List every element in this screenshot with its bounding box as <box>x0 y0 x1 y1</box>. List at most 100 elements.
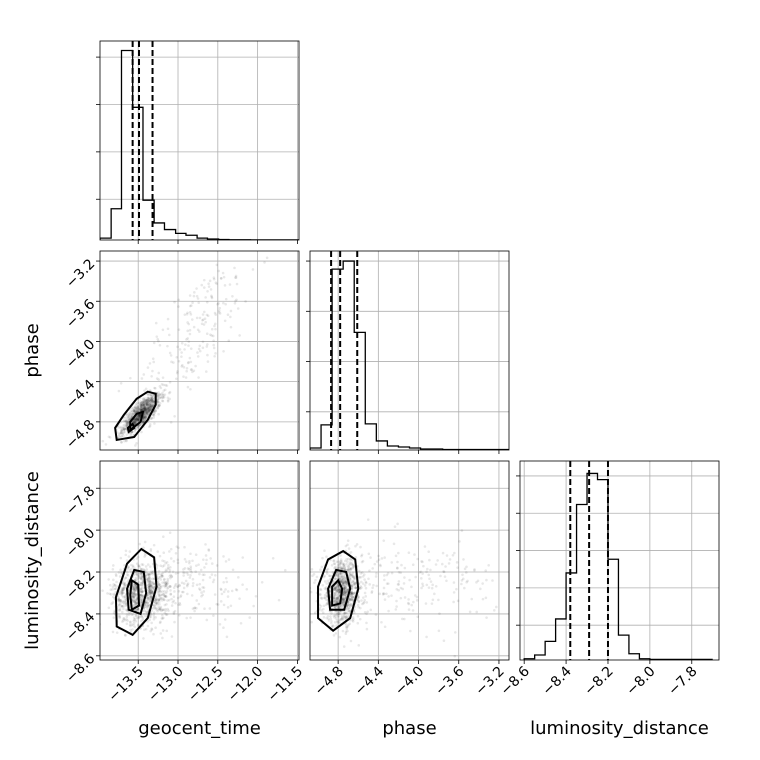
scatter-point <box>137 581 141 584</box>
scatter-point <box>338 612 341 616</box>
scatter-point <box>407 598 410 601</box>
scatter-point <box>148 584 152 588</box>
scatter-point <box>146 411 149 415</box>
scatter-point <box>158 575 162 579</box>
scatter-point <box>341 581 345 584</box>
scatter-point <box>146 573 149 576</box>
scatter-point <box>158 602 161 606</box>
scatter-point <box>341 581 345 584</box>
scatter-point <box>144 565 148 568</box>
scatter-point <box>149 397 153 400</box>
scatter-point <box>137 408 140 411</box>
scatter-point <box>136 405 140 408</box>
scatter-point <box>124 549 128 553</box>
scatter-point <box>188 561 191 565</box>
scatter-point <box>143 418 146 421</box>
scatter-point <box>252 604 255 608</box>
scatter-point <box>148 575 151 579</box>
scatter-point <box>442 570 446 574</box>
scatter-point <box>150 592 154 595</box>
scatter-point <box>151 399 154 403</box>
scatter-point <box>135 417 138 421</box>
scatter-point <box>319 604 323 608</box>
scatter-point <box>443 575 447 578</box>
scatter-point <box>146 402 149 406</box>
scatter-point <box>180 581 184 585</box>
scatter-point <box>140 585 144 588</box>
scatter-point <box>112 611 116 615</box>
scatter-point <box>161 590 164 593</box>
scatter-point <box>149 595 153 599</box>
scatter-point <box>160 383 164 386</box>
scatter-point <box>342 600 346 604</box>
scatter-point <box>310 590 313 594</box>
scatter-point <box>421 584 425 588</box>
scatter-point <box>141 422 144 425</box>
scatter-point <box>145 568 149 571</box>
scatter-point <box>149 408 152 412</box>
y-tick-label: −4.8 <box>63 417 98 452</box>
scatter-point <box>318 607 322 610</box>
scatter-point <box>314 578 317 582</box>
scatter-point <box>147 409 151 413</box>
scatter-point <box>149 405 153 409</box>
scatter-point <box>476 579 480 583</box>
scatter-point <box>351 592 355 596</box>
scatter-point <box>140 401 144 404</box>
scatter-point <box>157 598 161 602</box>
scatter-point <box>343 593 346 596</box>
scatter-point <box>198 587 201 590</box>
scatter-point <box>145 604 149 607</box>
scatter-point <box>136 426 139 430</box>
scatter-point <box>139 614 142 618</box>
x-tick-label: −8.6 <box>498 663 533 698</box>
scatter-point <box>340 579 344 583</box>
scatter-point <box>188 310 192 314</box>
scatter-point <box>168 584 171 588</box>
scatter-point <box>383 598 387 601</box>
scatter-points <box>101 256 269 447</box>
scatter-point <box>150 374 153 378</box>
scatter-point <box>333 616 336 619</box>
scatter-point <box>321 611 325 614</box>
scatter-point <box>125 424 129 428</box>
scatter-point <box>117 434 121 438</box>
scatter-point <box>162 581 166 584</box>
scatter-point <box>149 549 153 553</box>
scatter-point <box>201 593 205 597</box>
scatter-point <box>135 406 139 410</box>
scatter-point <box>133 422 137 425</box>
scatter-point <box>148 403 151 406</box>
scatter-point <box>150 395 153 399</box>
scatter-point <box>277 598 281 602</box>
scatter-point <box>129 413 132 417</box>
scatter-point <box>129 611 133 615</box>
scatter-point <box>141 563 145 566</box>
scatter-point <box>130 412 133 416</box>
scatter-point <box>133 409 137 413</box>
scatter-point <box>411 563 415 566</box>
scatter-point <box>145 410 149 414</box>
scatter-point <box>336 588 339 592</box>
scatter-point <box>133 405 137 409</box>
scatter-point <box>142 404 146 407</box>
scatter-point <box>131 592 135 596</box>
scatter-point <box>125 618 128 621</box>
scatter-point <box>151 580 154 584</box>
scatter-point <box>325 594 329 598</box>
scatter-point <box>117 426 121 429</box>
scatter-point <box>150 586 154 589</box>
scatter-point <box>133 418 136 422</box>
scatter-point <box>239 621 243 625</box>
scatter-point <box>367 552 371 556</box>
scatter-point <box>142 404 145 408</box>
scatter-point <box>460 579 464 582</box>
scatter-point <box>111 588 114 591</box>
scatter-point <box>425 583 429 587</box>
scatter-point <box>162 564 166 567</box>
scatter-point <box>197 563 200 566</box>
scatter-point <box>371 586 374 590</box>
scatter-point <box>154 607 158 611</box>
scatter-point <box>190 570 193 574</box>
scatter-point <box>343 587 346 591</box>
